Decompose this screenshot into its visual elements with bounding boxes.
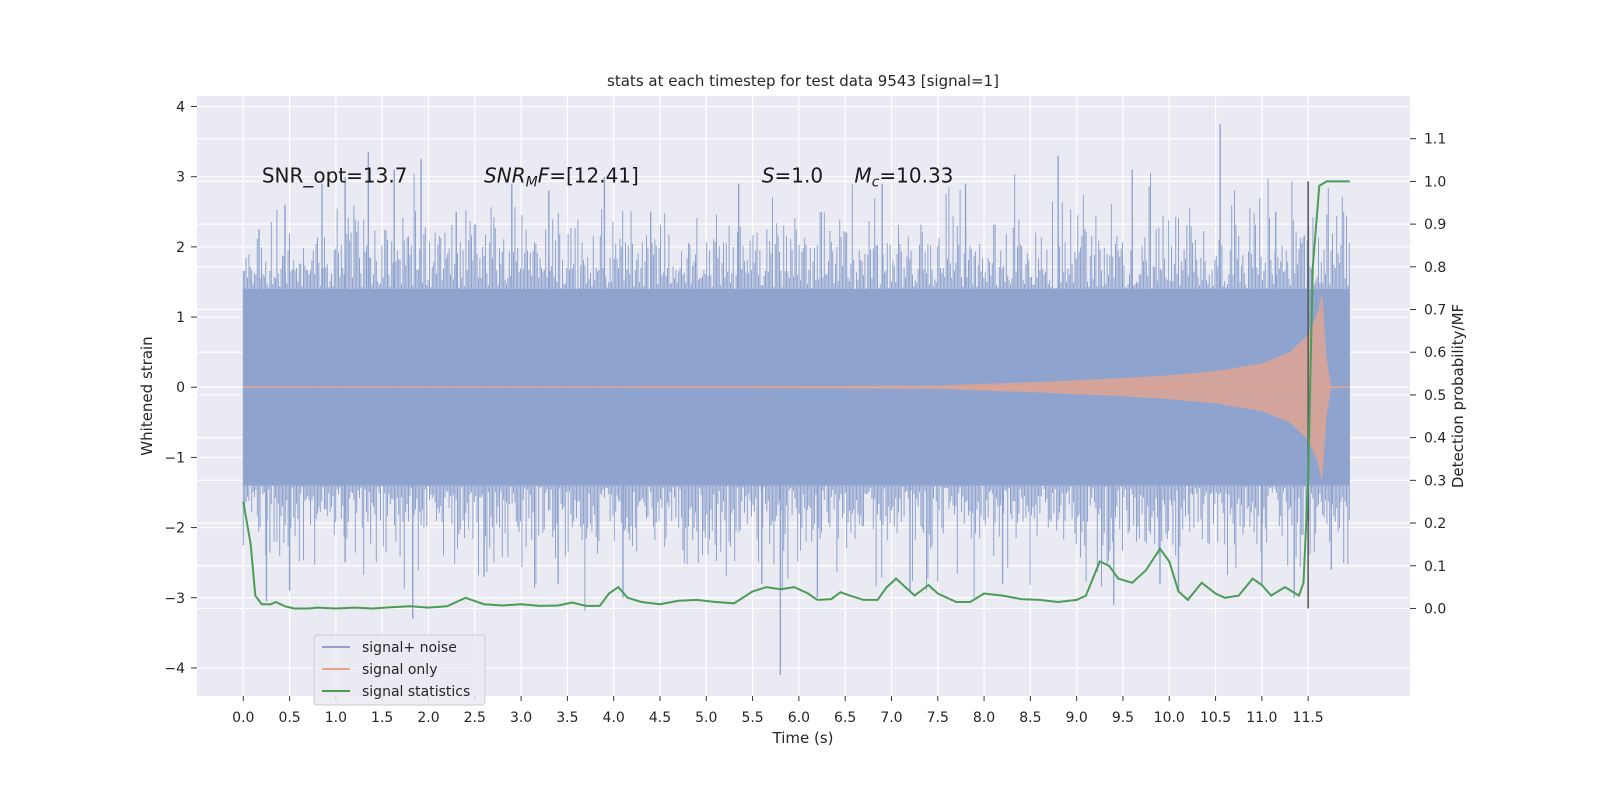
- annotation-snr-mf: SNRMF=[12.41]: [484, 164, 639, 191]
- x-axis-label: Time (s): [772, 729, 834, 747]
- y-right-tick-label: 0.7: [1424, 303, 1446, 319]
- chart-title: stats at each timestep for test data 954…: [607, 72, 999, 90]
- y-left-tick-label: −1: [164, 450, 185, 466]
- legend-box: [313, 634, 486, 706]
- x-tick-label: 10.0: [1154, 710, 1185, 726]
- y-right-tick-label: 0.5: [1424, 388, 1446, 404]
- y-left-tick-labels: −4 −3 −2 −1 0 1 2 3 4: [164, 100, 197, 677]
- x-tick-label: 2.5: [464, 710, 486, 726]
- x-tick-label: 9.0: [1066, 710, 1088, 726]
- y-left-tick-label: −3: [164, 591, 185, 607]
- x-tick-label: 6.5: [834, 710, 856, 726]
- y-right-tick-label: 0.2: [1424, 516, 1446, 532]
- y-left-tick-label: 1: [176, 310, 185, 326]
- x-tick-label: 11.5: [1293, 710, 1324, 726]
- x-tick-labels: 0.0 0.5 1.0 1.5 2.0 2.5 3.0 3.5 4.0 4.5 5.0 5.5 6.0 6…: [232, 696, 1324, 726]
- y-right-tick-label: 0.3: [1424, 473, 1446, 489]
- x-tick-label: 0.0: [232, 710, 254, 726]
- y-left-tick-label: 0: [176, 380, 185, 396]
- y-right-tick-label: 0.1: [1424, 559, 1446, 575]
- statistics-line: [242, 180, 1350, 610]
- annotation-snr-opt: SNR_opt=13.7: [262, 164, 408, 188]
- y-right-tick-labels: 0.0 0.1 0.2 0.3 0.4 0.5 0.6 0.7 0.8 0.9 1.0 1.1: [1410, 132, 1446, 617]
- y-right-tick-label: 0.9: [1424, 217, 1446, 233]
- annotation-mc-value: Mc=10.33: [854, 164, 953, 191]
- y-left-tick-label: 2: [176, 240, 185, 256]
- y-right-tick-label: 0.4: [1424, 431, 1446, 447]
- x-tick-label: 1.0: [325, 710, 347, 726]
- x-tick-label: 9.5: [1112, 710, 1134, 726]
- signal-statistics-series: [242, 180, 1350, 610]
- y-right-tick-label: 1.0: [1424, 174, 1446, 190]
- x-tick-label: 3.5: [556, 710, 578, 726]
- x-tick-label: 8.5: [1019, 710, 1041, 726]
- x-tick-label: 4.0: [603, 710, 625, 726]
- y-right-tick-label: 0.6: [1424, 345, 1446, 361]
- x-tick-label: 5.0: [695, 710, 717, 726]
- y-right-axis-label: Detection probability/MF: [1449, 304, 1467, 488]
- y-left-tick-label: −4: [164, 661, 185, 677]
- x-tick-label: 4.5: [649, 710, 671, 726]
- y-left-tick-label: 3: [176, 170, 185, 186]
- x-tick-label: 7.5: [927, 710, 949, 726]
- y-left-axis-label: Whitened strain: [138, 336, 156, 455]
- x-tick-label: 10.5: [1200, 710, 1231, 726]
- annotation-s-value: S=1.0: [762, 164, 823, 188]
- y-right-tick-label: 1.1: [1424, 132, 1446, 148]
- x-tick-label: 1.5: [371, 710, 393, 726]
- legend: signal+ noise signal only signal statist…: [313, 634, 486, 706]
- x-tick-label: 6.0: [788, 710, 810, 726]
- y-left-tick-label: 4: [176, 100, 185, 116]
- y-left-tick-label: −2: [164, 521, 185, 537]
- signal-only-series: [243, 292, 1350, 482]
- y-right-tick-label: 0.0: [1424, 601, 1446, 617]
- x-tick-label: 11.0: [1246, 710, 1277, 726]
- x-tick-label: 7.0: [880, 710, 902, 726]
- x-tick-label: 5.5: [741, 710, 763, 726]
- y-right-tick-label: 0.8: [1424, 260, 1446, 276]
- x-tick-label: 8.0: [973, 710, 995, 726]
- x-tick-label: 2.0: [417, 710, 439, 726]
- legend-label-signal: signal only: [362, 662, 437, 678]
- x-tick-label: 3.0: [510, 710, 532, 726]
- x-tick-label: 0.5: [278, 710, 300, 726]
- legend-label-stats: signal statistics: [362, 684, 470, 700]
- annotations: SNR_opt=13.7 SNRMF=[12.41] S=1.0 Mc=10.33: [262, 164, 954, 191]
- legend-label-noise: signal+ noise: [362, 640, 457, 656]
